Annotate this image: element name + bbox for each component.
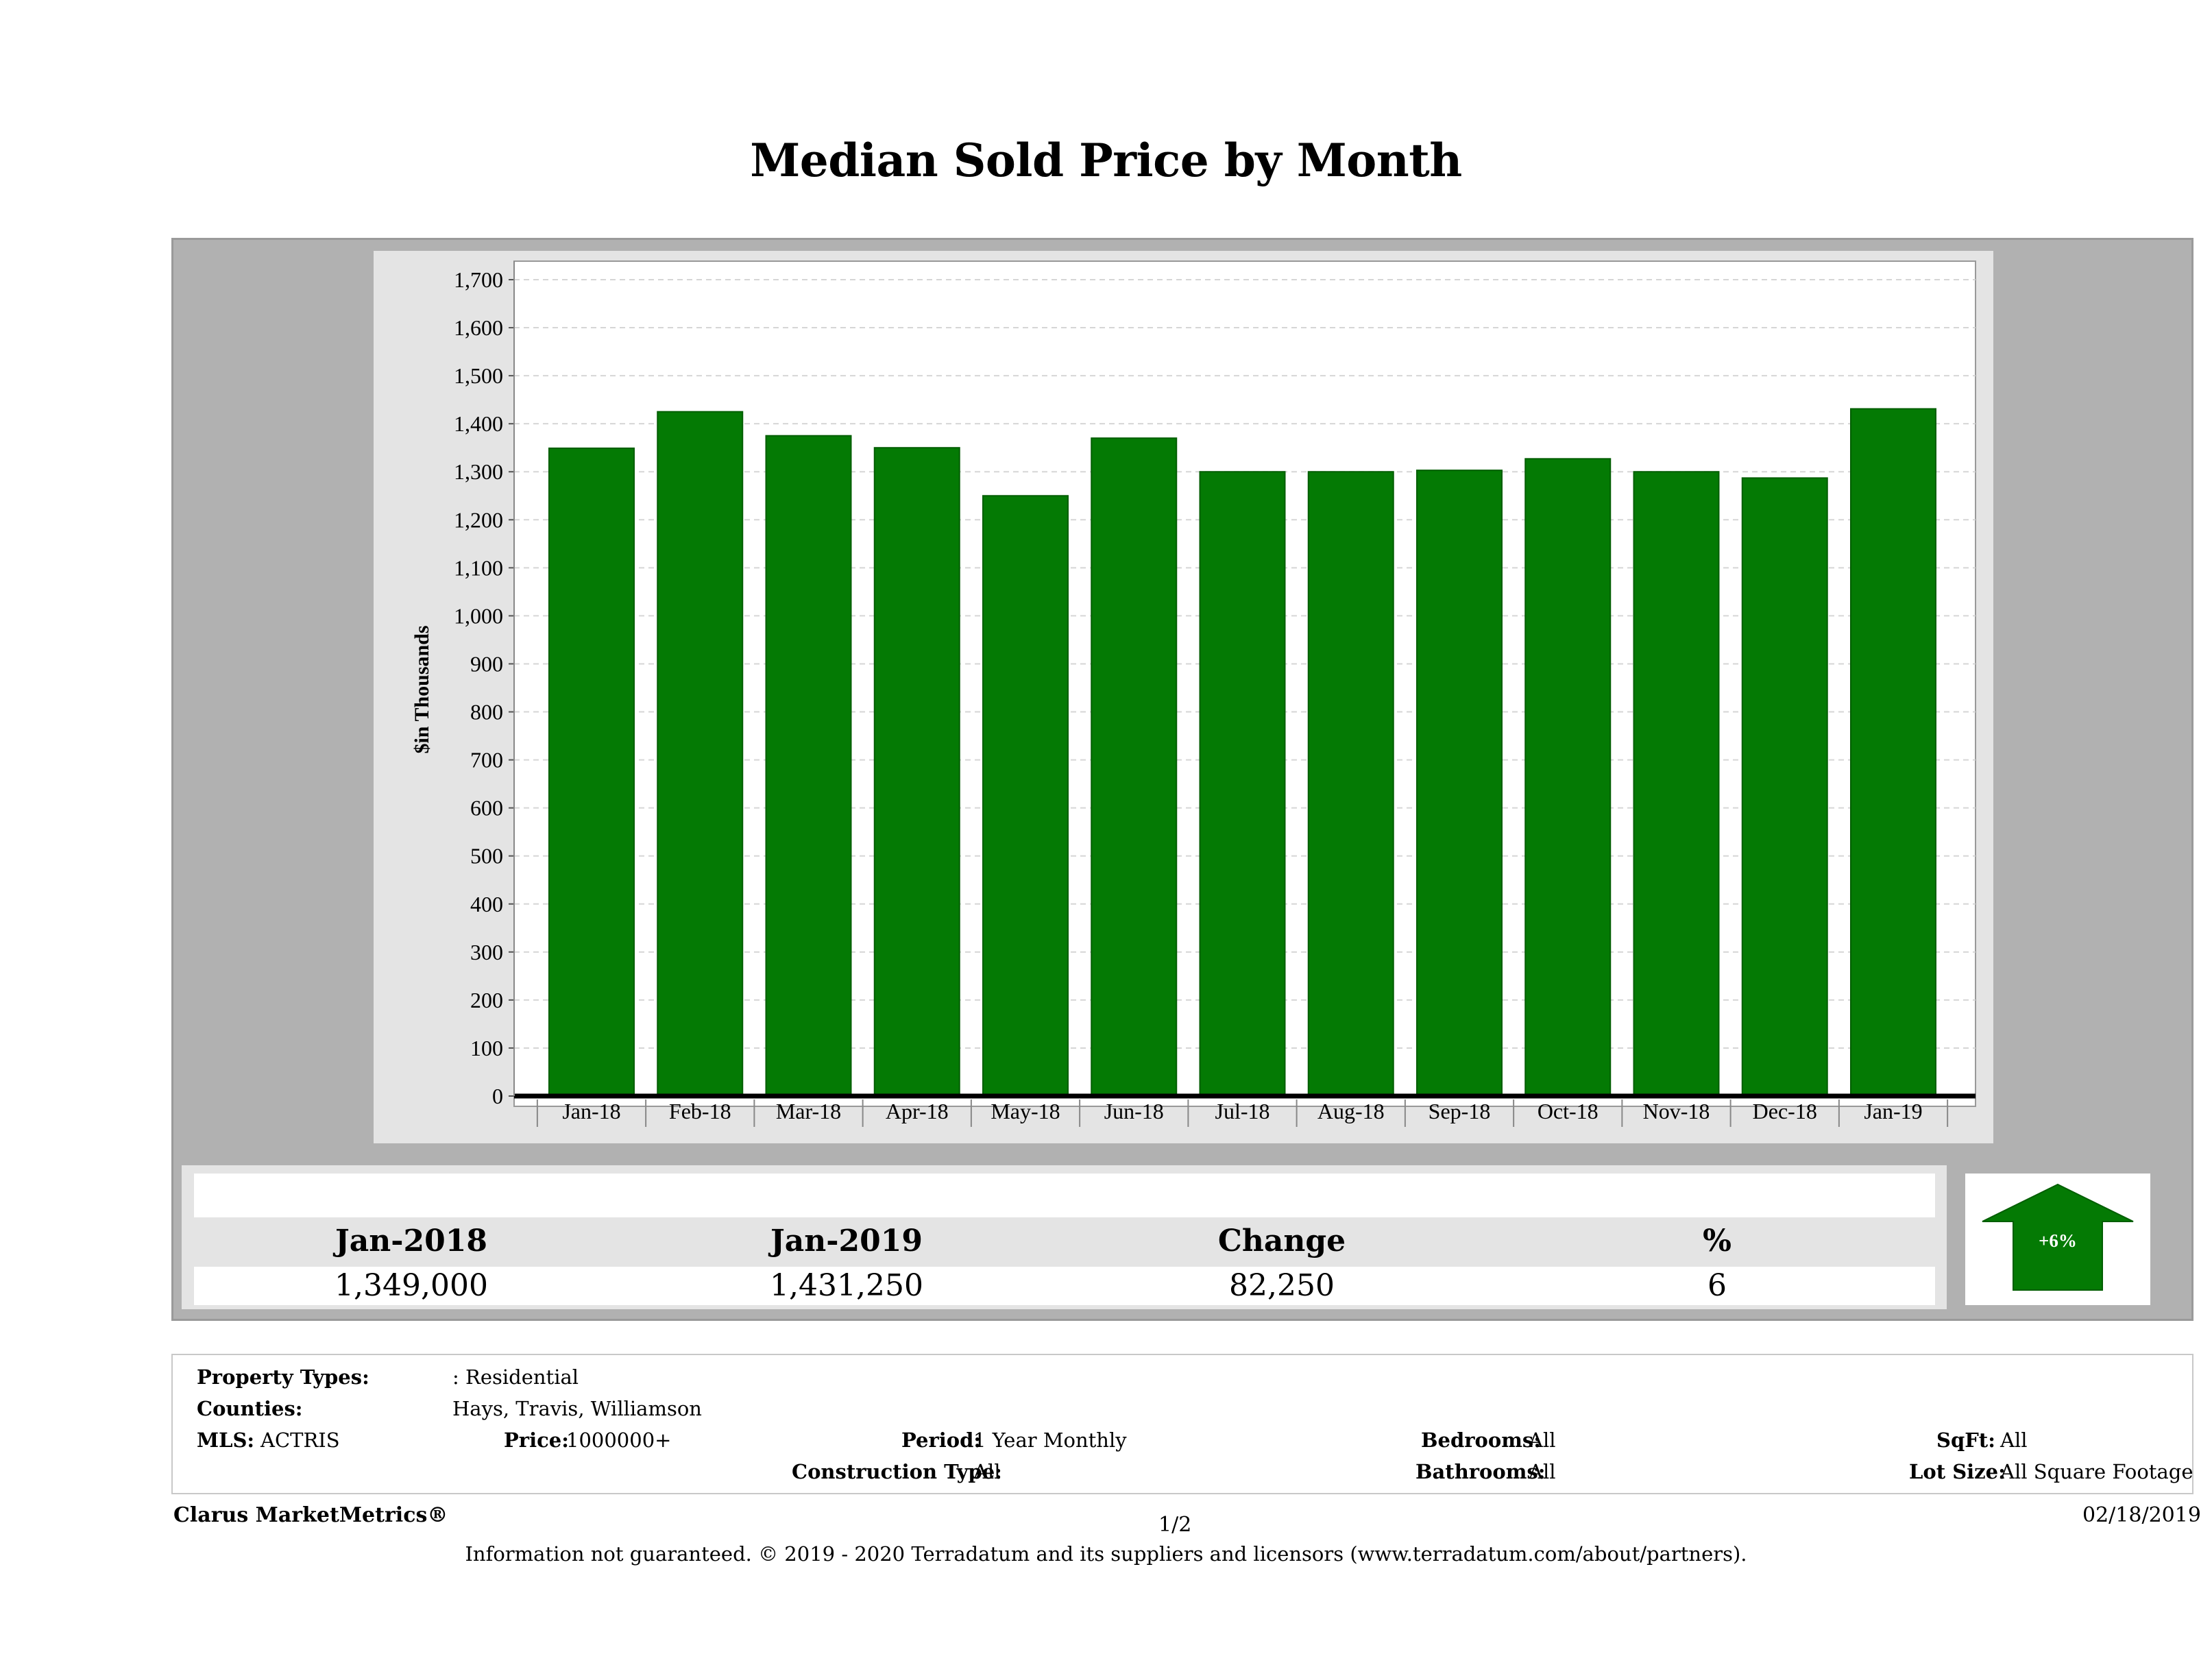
y-tick-label: 300 [470,940,503,964]
y-tick-label: 200 [470,988,503,1012]
y-tick-label: 1,300 [454,459,503,484]
footer-brand: Clarus MarketMetrics® [173,1503,448,1527]
bar-oct-18 [1524,458,1612,1097]
footer-date: 02/18/2019 [2082,1503,2201,1527]
sqft-label: SqFt: [1936,1428,1995,1452]
bar-dec-18 [1741,477,1828,1097]
bar-sep-18 [1416,470,1503,1097]
sqft-value: All [2000,1428,2028,1452]
x-tick-label: Aug-18 [1317,1099,1385,1123]
y-tick-label: 1,100 [454,555,503,580]
bathrooms-label: Bathrooms: [1415,1460,1546,1483]
x-tick-label: Jun-18 [1104,1099,1164,1123]
lot-size-value: All Square Footage [2000,1460,2193,1483]
summary-top-strip [194,1174,1935,1217]
x-tick-label: Sep-18 [1429,1099,1491,1123]
bar-chart: 0 100 200 300 400 500 600 700 800 900 1,000 1,100 1,… [411,260,1976,1127]
period-label: Period: [901,1428,982,1452]
x-tick-label: Nov-18 [1643,1099,1710,1123]
lot-size-label: Lot Size: [1909,1460,2006,1483]
summary-value-start: 1,349,000 [335,1268,488,1303]
bar-feb-18 [657,411,744,1097]
y-tick-label: 900 [470,651,503,676]
counties-value: Hays, Travis, Williamson [452,1397,702,1420]
y-tick-label: 800 [470,700,503,725]
change-badge-text: +6% [2039,1230,2077,1251]
y-tick-label: 1,200 [454,507,503,532]
x-tick-label: Jan-18 [562,1099,620,1123]
x-tick-label: Apr-18 [886,1099,949,1123]
y-tick-label: 400 [470,892,503,916]
price-value: 1000000+ [566,1428,672,1452]
construction-type-value: All [973,1460,1001,1483]
y-tick-label: 600 [470,796,503,820]
y-axis-label: $in Thousands [411,625,433,753]
up-arrow-icon: +6% [1982,1183,2134,1291]
x-tick-label: Jan-19 [1864,1099,1922,1123]
x-tick-label: Jul-18 [1215,1099,1270,1123]
mls-value: ACTRIS [260,1428,340,1452]
summary-header-end: Jan-2019 [770,1224,923,1258]
page-title: Median Sold Price by Month [750,134,1462,187]
construction-type-label: Construction Type: [792,1460,1002,1483]
bar-apr-18 [873,447,960,1097]
x-tick-label: Feb-18 [669,1099,731,1123]
y-ticks: 0 100 200 300 400 500 600 700 800 900 1,000 1,100 1,… [454,267,514,1108]
bars [548,408,1936,1097]
y-tick-label: 700 [470,748,503,773]
price-label: Price: [504,1428,569,1452]
bedrooms-label: Bedrooms: [1421,1428,1541,1452]
bar-jul-18 [1199,471,1286,1097]
summary-value-percent: 6 [1707,1268,1727,1303]
bar-jun-18 [1091,437,1178,1097]
y-tick-label: 100 [470,1036,503,1060]
x-tick-label: Dec-18 [1753,1099,1817,1123]
x-tick-label: Oct-18 [1538,1099,1599,1123]
change-badge-box: +6% [1965,1174,2150,1305]
x-tick-label: Mar-18 [776,1099,841,1123]
summary-value-strip [194,1267,1935,1305]
y-tick-label: 1,000 [454,603,503,628]
y-tick-label: 1,500 [454,363,503,388]
property-types-value: : Residential [452,1365,579,1389]
summary-value-change: 82,250 [1229,1268,1335,1303]
summary-header-percent: % [1703,1224,1731,1258]
summary-header-change: Change [1217,1224,1346,1258]
filters-box [171,1354,2193,1494]
bar-jan-18 [548,447,635,1097]
bathrooms-value: All [1529,1460,1556,1483]
y-tick-label: 1,600 [454,315,503,340]
summary-value-end: 1,431,250 [770,1268,923,1303]
counties-label: Counties: [197,1397,303,1420]
summary-header-start: Jan-2018 [335,1224,488,1258]
bar-nov-18 [1633,471,1720,1097]
mls-label: MLS: [197,1428,255,1452]
property-types-label: Property Types: [197,1365,369,1389]
y-tick-label: 0 [492,1084,503,1108]
x-tick-label: May-18 [990,1099,1060,1123]
y-tick-label: 500 [470,844,503,868]
bedrooms-value: All [1529,1428,1556,1452]
y-tick-label: 1,700 [454,267,503,292]
x-ticks: Jan-18 Feb-18 Mar-18 Apr-18 May-18 Jun-18 Jul-… [536,1099,1949,1127]
bar-mar-18 [765,435,852,1097]
bar-aug-18 [1307,471,1394,1097]
footer-disclaimer: Information not guaranteed. © 2019 - 202… [465,1542,1747,1566]
period-value: 1 Year Monthly [973,1428,1127,1452]
bar-may-18 [982,495,1069,1097]
bar-jan-19 [1850,408,1936,1097]
y-tick-label: 1,400 [454,411,503,436]
footer-page-number: 1/2 [1158,1513,1192,1537]
